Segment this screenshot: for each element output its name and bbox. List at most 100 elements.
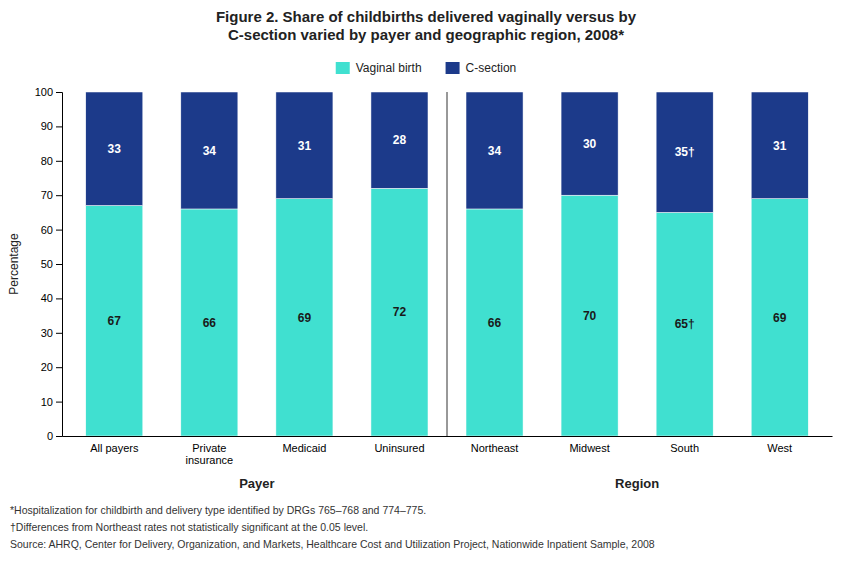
title: Figure 2. Share of childbirths delivered… — [216, 8, 637, 43]
bar — [276, 199, 333, 436]
x-tick-label: Medicaid — [282, 442, 326, 454]
y-tick-label: 40 — [41, 292, 53, 304]
x-tick-label: Midwest — [569, 442, 609, 454]
y-tick: 0 — [47, 430, 62, 442]
x-tick: Midwest — [569, 436, 609, 454]
bar — [751, 199, 808, 436]
y-tick-label: 80 — [41, 155, 53, 167]
bar — [276, 92, 333, 199]
y-axis-title: Percentage — [7, 233, 21, 295]
axis-line — [63, 436, 833, 437]
bar — [86, 92, 143, 206]
bar — [751, 92, 808, 199]
y-tick-mark — [56, 195, 62, 196]
x-tick-label: All payers — [90, 442, 139, 454]
legend-item: C-section — [446, 61, 517, 75]
data-label: 34 — [488, 144, 502, 158]
x-tick: Privateinsurance — [185, 436, 233, 466]
legend-item: Vaginal birth — [336, 61, 422, 75]
data-label: 33 — [108, 142, 122, 156]
x-tick: All payers — [90, 436, 139, 454]
footnote: *Hospitalization for childbirth and deli… — [10, 504, 426, 516]
footnotes: *Hospitalization for childbirth and deli… — [10, 504, 655, 550]
y-tick-label: 90 — [41, 120, 53, 132]
y-tick-label: 0 — [47, 430, 53, 442]
y-tick-mark — [56, 402, 62, 403]
bar — [86, 206, 143, 436]
x-tick: South — [670, 436, 699, 454]
bar — [561, 92, 618, 195]
y-tick: 20 — [41, 361, 62, 373]
data-label: 70 — [583, 309, 597, 323]
y-tick-label: 30 — [41, 327, 53, 339]
y-tick-label: 50 — [41, 258, 53, 270]
y-tick-label: 100 — [35, 86, 53, 98]
y-tick: 30 — [41, 327, 62, 339]
y-axis: 0 10 20 30 40 50 60 70 80 90 100 — [35, 86, 63, 442]
legend-label: C-section — [466, 61, 517, 75]
y-tick-mark — [56, 126, 62, 127]
y-tick-mark — [56, 298, 62, 299]
bar — [656, 92, 713, 212]
x-axis: All payers Privateinsurance Medicaid Uninsu… — [63, 436, 833, 466]
y-tick-mark — [56, 230, 62, 231]
group-label: Region — [615, 476, 659, 491]
legend-label: Vaginal birth — [356, 61, 422, 75]
y-tick: 70 — [41, 189, 62, 201]
bar — [466, 92, 523, 209]
x-tick: Uninsured — [374, 436, 424, 454]
data-label: 69 — [773, 311, 787, 325]
y-tick: 40 — [41, 292, 62, 304]
bar — [371, 188, 428, 436]
groups: Payer Region — [239, 92, 659, 491]
y-tick: 100 — [35, 86, 62, 98]
x-tick-label: Uninsured — [374, 442, 424, 454]
y-tick-label: 10 — [41, 396, 53, 408]
y-tick-mark — [56, 367, 62, 368]
bars — [86, 92, 808, 436]
y-tick-mark — [56, 264, 62, 265]
legend: Vaginal birth C-section — [336, 61, 517, 75]
x-tick-label: Northeast — [471, 442, 519, 454]
data-label: 66 — [203, 316, 217, 330]
bar — [181, 209, 238, 436]
x-tick: Medicaid — [282, 436, 326, 454]
x-tick-label: West — [767, 442, 792, 454]
data-label: 65† — [675, 317, 695, 331]
bar — [466, 209, 523, 436]
data-label: 30 — [583, 137, 597, 151]
plot: 0 10 20 30 40 50 60 70 80 90 100 All payers Privatei… — [7, 86, 833, 491]
x-tick: Northeast — [471, 436, 519, 454]
bar — [371, 92, 428, 188]
x-tick: West — [767, 436, 792, 454]
data-label: 28 — [393, 133, 407, 147]
y-tick-label: 70 — [41, 189, 53, 201]
x-tick-label: Privateinsurance — [185, 442, 233, 467]
y-tick: 50 — [41, 258, 62, 270]
group-divider — [447, 92, 448, 436]
legend-swatch — [446, 62, 460, 74]
data-label: 72 — [393, 305, 407, 319]
data-label: 34 — [203, 144, 217, 158]
bar — [656, 212, 713, 436]
y-tick: 80 — [41, 155, 62, 167]
y-tick: 90 — [41, 120, 62, 132]
y-tick: 10 — [41, 396, 62, 408]
bar — [181, 92, 238, 209]
data-label: 69 — [298, 311, 312, 325]
data-label: 35† — [675, 145, 695, 159]
bar — [561, 195, 618, 436]
y-tick-mark — [56, 333, 62, 334]
data-label: 66 — [488, 316, 502, 330]
footnote: †Differences from Northeast rates not st… — [10, 521, 368, 533]
y-tick-mark — [56, 436, 62, 437]
data-label: 31 — [298, 139, 312, 153]
y-tick-mark — [56, 92, 62, 93]
y-tick-mark — [56, 161, 62, 162]
group-label: Payer — [239, 476, 274, 491]
source: Source: AHRQ, Center for Delivery, Organ… — [10, 538, 655, 550]
y-tick-label: 60 — [41, 224, 53, 236]
legend-swatch — [336, 62, 350, 74]
chart: Figure 2. Share of childbirths delivered… — [0, 0, 852, 576]
y-tick-label: 20 — [41, 361, 53, 373]
